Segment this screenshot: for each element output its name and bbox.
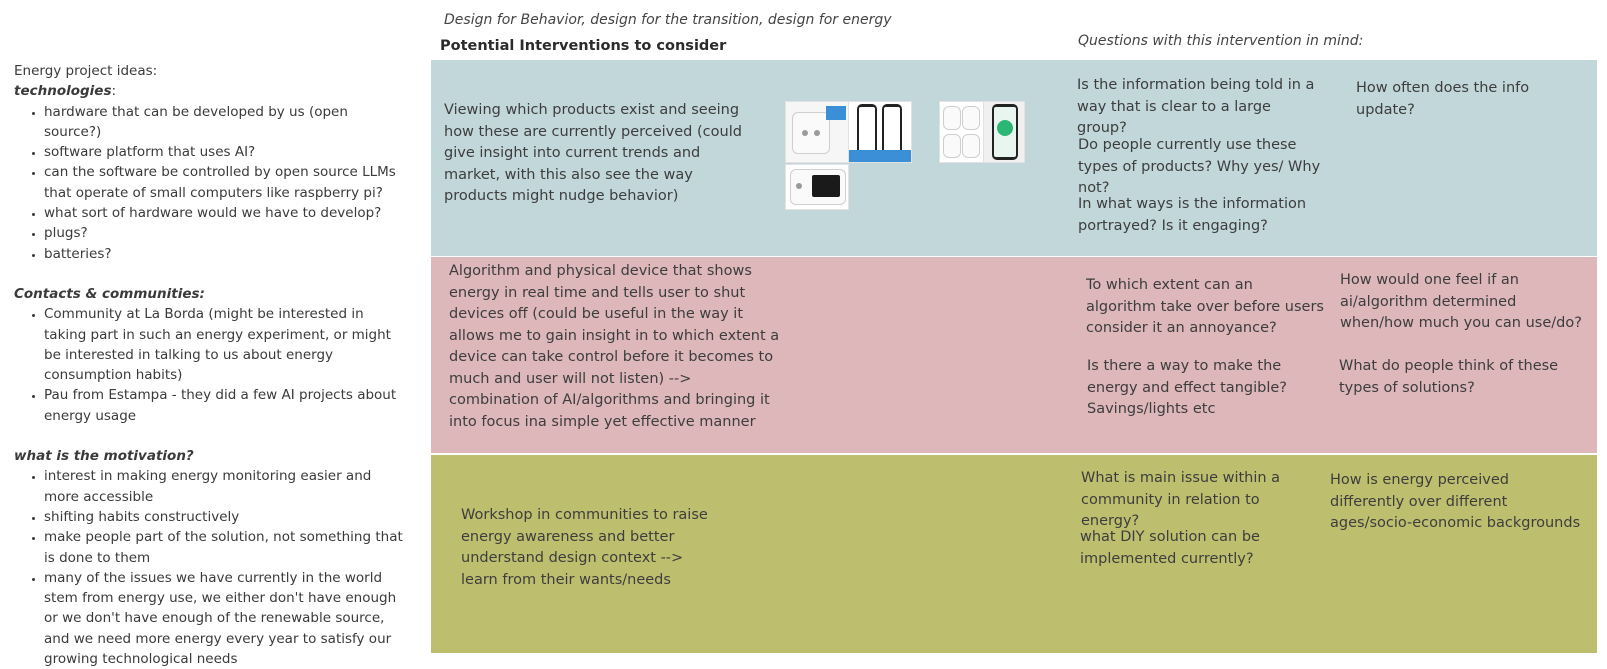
questions-heading: Questions with this intervention in mind…: [1078, 33, 1364, 49]
technologies-colon: :: [111, 83, 117, 100]
plug-energy-meter-image: [785, 164, 849, 210]
list-item: interest in making energy monitoring eas…: [44, 466, 409, 507]
question-text: In what ways is the information portraye…: [1078, 196, 1307, 234]
energy-app-screenshot-image: [848, 101, 912, 163]
question-text: Is there a way to make the energy and ef…: [1087, 358, 1287, 417]
list-item: shifting habits constructively: [44, 507, 409, 527]
question-text: what DIY solution can be implemented cur…: [1080, 529, 1260, 567]
question-text: How would one feel if an ai/algorithm de…: [1340, 272, 1582, 331]
list-item: software platform that uses AI?: [44, 142, 409, 162]
intervention-text: Workshop in communities to raise energy …: [461, 507, 708, 588]
list-item: can the software be controlled by open s…: [44, 162, 409, 203]
question-text: Do people currently use these types of p…: [1078, 137, 1321, 196]
list-item: Community at La Borda (might be interest…: [44, 304, 409, 385]
list-item: Pau from Estampa - they did a few AI pro…: [44, 385, 409, 426]
list-item: what sort of hardware would we have to d…: [44, 203, 409, 223]
notes-intro: Energy project ideas:: [14, 63, 158, 79]
intervention-row-algorithm-device: Algorithm and physical device that shows…: [431, 257, 1597, 453]
technologies-list: hardware that can be developed by us (op…: [14, 102, 409, 264]
smart-plug-set-image: [939, 101, 984, 163]
question-text: What is main issue within a community in…: [1081, 470, 1281, 529]
contacts-heading: Contacts & communities:: [14, 285, 205, 302]
technologies-heading: technologies:: [14, 81, 409, 101]
intervention-row-products: Viewing which products exist and seeing …: [431, 60, 1597, 256]
energy-app-phone-image: [983, 101, 1025, 163]
smart-plug-product-image: [785, 101, 849, 163]
project-notes: Energy project ideas: technologies: hard…: [14, 61, 409, 669]
page-tagline: Design for Behavior, design for the tran…: [444, 12, 892, 28]
question-text: Is the information being told in a way t…: [1077, 77, 1315, 136]
question-text: How often does the info update?: [1356, 80, 1530, 118]
contacts-list: Community at La Borda (might be interest…: [14, 304, 409, 426]
question-text: To which extent can an algorithm take ov…: [1086, 277, 1324, 336]
list-item: many of the issues we have currently in …: [44, 568, 409, 669]
motivation-list: interest in making energy monitoring eas…: [14, 466, 409, 669]
technologies-title: technologies: [14, 83, 112, 100]
intervention-row-workshop: Workshop in communities to raise energy …: [431, 455, 1597, 653]
question-text: What do people think of these types of s…: [1339, 358, 1559, 396]
motivation-heading: what is the motivation?: [14, 448, 194, 465]
intervention-text: Viewing which products exist and seeing …: [444, 102, 742, 204]
intervention-text: Algorithm and physical device that shows…: [449, 263, 780, 430]
list-item: hardware that can be developed by us (op…: [44, 102, 409, 143]
list-item: make people part of the solution, not so…: [44, 527, 409, 568]
question-text: How is energy perceived differently over…: [1330, 472, 1581, 531]
interventions-heading: Potential Interventions to consider: [440, 38, 727, 54]
list-item: batteries?: [44, 244, 409, 264]
list-item: plugs?: [44, 223, 409, 243]
